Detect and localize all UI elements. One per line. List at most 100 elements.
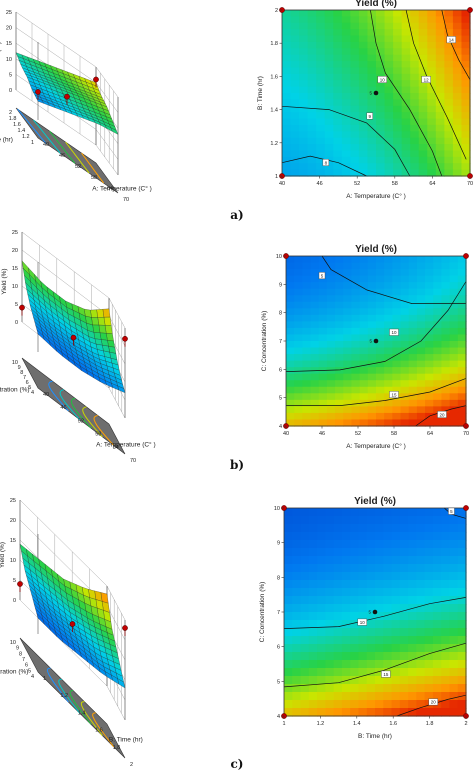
contour-cell: [416, 628, 426, 637]
contour-cell: [392, 373, 402, 381]
contour-cell: [461, 163, 471, 171]
floor-contour: [49, 130, 76, 164]
contour-cell: [427, 105, 437, 113]
contour-cell: [282, 35, 292, 43]
contour-cell: [416, 524, 426, 533]
contour-cell: [341, 628, 351, 637]
contour-cell: [433, 354, 443, 362]
contour-cell: [317, 612, 326, 621]
contour-cell: [286, 367, 295, 375]
contour-cell: [317, 564, 326, 573]
contour-cell: [302, 354, 312, 362]
contour-cell: [324, 48, 334, 56]
y-tick-label: 9: [279, 282, 282, 288]
contour-cell: [333, 41, 343, 49]
contour-cell: [359, 380, 369, 388]
design-point: [122, 335, 128, 342]
contour-cell: [449, 301, 459, 309]
contour-line: [283, 642, 467, 688]
contour-cell: [392, 334, 402, 342]
contour-cell: [367, 22, 377, 30]
center-point-label: 5: [369, 91, 372, 96]
contour-cell: [282, 67, 292, 75]
contour-cell: [384, 67, 394, 75]
z-tick-label: 0: [15, 320, 18, 326]
contour-cell: [416, 692, 426, 701]
contour-cell: [335, 419, 344, 427]
contour-cell: [452, 99, 463, 107]
contour-cell: [432, 588, 442, 597]
contour-cell: [444, 61, 454, 69]
contour-cell: [367, 256, 377, 264]
contour-cell: [408, 269, 418, 277]
contour-cell: [441, 572, 451, 581]
contour-cell: [367, 131, 377, 139]
contour-cell: [444, 105, 454, 113]
contour-cell: [367, 35, 377, 43]
contour-cell: [391, 700, 401, 709]
contour-cell: [416, 275, 426, 283]
contour-cell: [452, 67, 463, 75]
contour-cell: [317, 524, 326, 533]
contour-cell: [316, 150, 326, 158]
contour-cell: [310, 406, 320, 414]
contour-cell: [367, 367, 377, 375]
contour-cell: [425, 295, 434, 303]
contour-cell: [318, 295, 328, 303]
contour-cell: [299, 54, 309, 62]
contour-cell: [358, 112, 369, 120]
contour-cell: [432, 660, 442, 669]
contour-cell: [290, 35, 300, 43]
contour-cell: [308, 636, 318, 645]
contour-cell: [441, 360, 451, 368]
contour-cell: [375, 540, 384, 549]
contour-cell: [375, 660, 384, 669]
contour-cell: [416, 580, 426, 589]
contour-cell: [408, 334, 418, 342]
contour-cell: [286, 354, 295, 362]
contour-cell: [375, 708, 384, 717]
contour-cell: [292, 660, 302, 669]
contour-cell: [416, 516, 426, 525]
design-point: [93, 76, 99, 83]
contour-cell: [350, 54, 360, 62]
contour-cell: [324, 137, 334, 145]
contour-cell: [383, 660, 393, 669]
contour-cell: [444, 124, 454, 132]
contour-cell: [282, 99, 292, 107]
contour-cell: [424, 644, 434, 653]
contour-cell: [333, 169, 343, 177]
contour-cell: [366, 556, 376, 565]
contour-cell: [392, 399, 402, 407]
contour-cell: [367, 419, 377, 427]
contour-cell: [343, 301, 353, 309]
contour-cell: [435, 35, 445, 43]
contour-cell: [384, 124, 394, 132]
contour-cell: [452, 80, 463, 88]
contour-cell: [376, 16, 386, 24]
contour-cell: [290, 48, 300, 56]
contour-cell: [408, 580, 417, 589]
contour-cell: [308, 708, 318, 717]
contour-cell: [416, 596, 426, 605]
contour-cell: [333, 48, 343, 56]
contour-cell: [317, 604, 326, 613]
contour-cell: [457, 596, 467, 605]
contour-cell: [318, 406, 328, 414]
contour-cell: [441, 380, 451, 388]
contour-cell: [310, 386, 320, 394]
contour-cell: [358, 54, 369, 62]
contour-cell: [367, 308, 377, 316]
contour-cell: [307, 169, 317, 177]
contour-cell: [341, 524, 351, 533]
contour-cell: [444, 67, 454, 75]
contour-cell: [393, 112, 403, 120]
contour-cell: [310, 288, 320, 296]
contour-cell: [316, 169, 326, 177]
contour-cell: [290, 86, 300, 94]
contour-cell: [358, 540, 368, 549]
contour-cell: [326, 419, 336, 427]
contour-cell: [299, 80, 309, 88]
contour-cell: [318, 354, 328, 362]
contour-cell: [435, 54, 445, 62]
